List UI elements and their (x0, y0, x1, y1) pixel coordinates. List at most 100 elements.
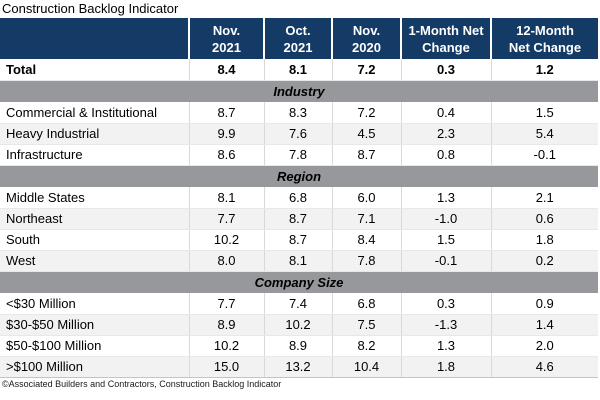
value-cell: 8.4 (188, 59, 264, 81)
value-cell: 0.8 (400, 144, 491, 166)
table-row-100-million: >$100 Million 15.0 13.2 10.4 1.8 4.6 (0, 356, 598, 378)
row-label: >$100 Million (0, 356, 189, 378)
value-cell: 10.2 (263, 314, 332, 336)
value-cell: 6.0 (331, 187, 401, 209)
value-cell: 7.4 (263, 293, 332, 315)
table-row-heavy-industrial: Heavy Industrial 9.9 7.6 4.5 2.3 5.4 (0, 123, 598, 145)
section-header-label: Region (0, 165, 598, 187)
row-label: South (0, 229, 189, 251)
row-label: Total (0, 59, 189, 81)
value-cell: 9.9 (188, 123, 264, 145)
value-cell: 13.2 (263, 356, 332, 378)
value-cell: 7.1 (331, 208, 401, 230)
table-row-south: South 10.2 8.7 8.4 1.5 1.8 (0, 229, 598, 251)
value-cell: 2.3 (400, 123, 491, 145)
row-label: West (0, 250, 189, 272)
value-cell: 1.3 (400, 187, 491, 209)
value-cell: 6.8 (263, 187, 332, 209)
page-title: Construction Backlog Indicator (2, 1, 179, 16)
value-cell: 7.8 (263, 144, 332, 166)
section-header-region: Region (0, 165, 598, 187)
column-header-nov-2021: Nov. 2021 (188, 18, 264, 59)
column-header-12-month-net-change: 12-Month Net Change (490, 18, 598, 59)
value-cell: 8.2 (331, 335, 401, 357)
value-cell: 7.7 (188, 293, 264, 315)
column-header-line2: 2021 (283, 39, 313, 55)
value-cell: 4.6 (490, 356, 598, 378)
value-cell: 8.6 (188, 144, 264, 166)
row-label: <$30 Million (0, 293, 189, 315)
table-row-infrastructure: Infrastructure 8.6 7.8 8.7 0.8 -0.1 (0, 144, 598, 166)
column-header-line1: 12-Month (516, 22, 574, 38)
column-header-line2: Net Change (508, 39, 582, 55)
row-label: Heavy Industrial (0, 123, 189, 145)
column-header-line2: 2021 (212, 39, 241, 55)
row-label: $30-$50 Million (0, 314, 189, 336)
value-cell: -0.1 (400, 250, 491, 272)
table-row-commercial-institutional: Commercial & Institutional 8.7 8.3 7.2 0.4 1.… (0, 102, 598, 124)
value-cell: 10.2 (188, 335, 264, 357)
value-cell: 7.5 (331, 314, 401, 336)
section-header-label: Industry (0, 80, 598, 102)
value-cell: 8.7 (188, 102, 264, 124)
backlog-table: Nov. 2021 Oct. 2021 Nov. 2020 1-Month Ne… (0, 18, 598, 378)
value-cell: 10.4 (331, 356, 401, 378)
value-cell: 8.9 (263, 335, 332, 357)
value-cell: 8.9 (188, 314, 264, 336)
table-row-west: West 8.0 8.1 7.8 -0.1 0.2 (0, 250, 598, 272)
column-header-line1: Nov. (352, 22, 381, 38)
value-cell: 1.8 (490, 229, 598, 251)
table-row-middle-states: Middle States 8.1 6.8 6.0 1.3 2.1 (0, 187, 598, 209)
section-header-industry: Industry (0, 80, 598, 102)
value-cell: 1.4 (490, 314, 598, 336)
value-cell: 10.2 (188, 229, 264, 251)
row-label: Middle States (0, 187, 189, 209)
value-cell: 0.2 (490, 250, 598, 272)
source-note: ©Associated Builders and Contractors, Co… (2, 378, 282, 389)
value-cell: 1.3 (400, 335, 491, 357)
value-cell: 8.1 (188, 187, 264, 209)
table-row-50-100-million: $50-$100 Million 10.2 8.9 8.2 1.3 2.0 (0, 335, 598, 357)
value-cell: 8.7 (263, 208, 332, 230)
table-row-30-50-million: $30-$50 Million 8.9 10.2 7.5 -1.3 1.4 (0, 314, 598, 336)
value-cell: 8.3 (263, 102, 332, 124)
value-cell: 7.2 (331, 102, 401, 124)
row-label: Infrastructure (0, 144, 189, 166)
value-cell: 7.2 (331, 59, 401, 81)
column-header-line1: Oct. (285, 22, 311, 38)
column-header-line2: 2020 (352, 39, 381, 55)
value-cell: 1.2 (490, 59, 598, 81)
column-header-line1: Nov. (212, 22, 241, 38)
column-header-row-label (0, 18, 189, 59)
value-cell: 0.4 (400, 102, 491, 124)
value-cell: 15.0 (188, 356, 264, 378)
value-cell: 0.9 (490, 293, 598, 315)
column-header-nov-2020: Nov. 2020 (331, 18, 401, 59)
value-cell: 4.5 (331, 123, 401, 145)
column-header-oct-2021: Oct. 2021 (263, 18, 332, 59)
value-cell: 7.6 (263, 123, 332, 145)
value-cell: -0.1 (490, 144, 598, 166)
value-cell: 1.5 (400, 229, 491, 251)
value-cell: 7.7 (188, 208, 264, 230)
value-cell: 8.1 (263, 250, 332, 272)
value-cell: 2.0 (490, 335, 598, 357)
row-label: Northeast (0, 208, 189, 230)
value-cell: -1.3 (400, 314, 491, 336)
backlog-table-body: Total 8.4 8.1 7.2 0.3 1.2 Industry Commercial &… (0, 59, 598, 378)
value-cell: 5.4 (490, 123, 598, 145)
column-header-line1: 1-Month Net (408, 22, 484, 38)
value-cell: 7.8 (331, 250, 401, 272)
value-cell: 2.1 (490, 187, 598, 209)
row-label: $50-$100 Million (0, 335, 189, 357)
value-cell: 8.1 (263, 59, 332, 81)
value-cell: -1.0 (400, 208, 491, 230)
row-label: Commercial & Institutional (0, 102, 189, 124)
value-cell: 0.6 (490, 208, 598, 230)
value-cell: 8.4 (331, 229, 401, 251)
value-cell: 8.7 (331, 144, 401, 166)
section-header-company-size: Company Size (0, 271, 598, 293)
section-header-label: Company Size (0, 271, 598, 293)
table-row-total: Total 8.4 8.1 7.2 0.3 1.2 (0, 59, 598, 81)
